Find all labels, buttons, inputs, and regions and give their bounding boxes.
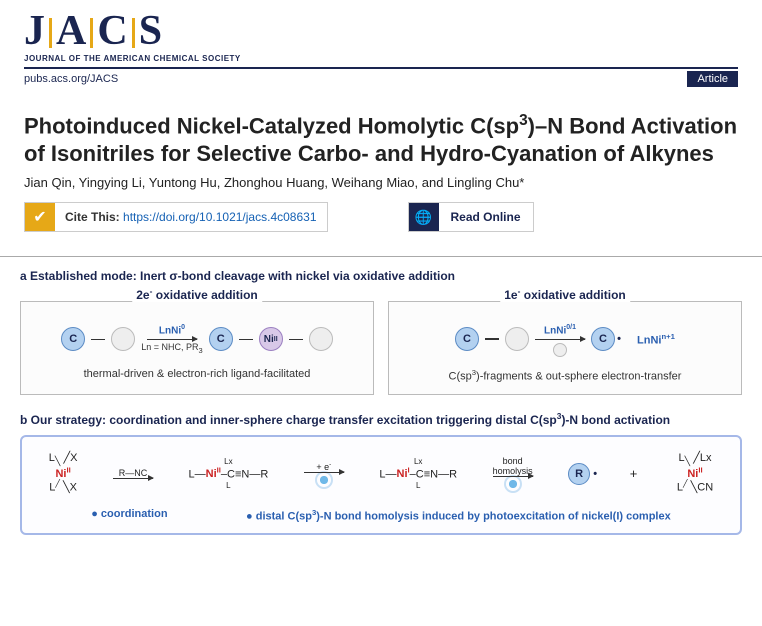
bond: [91, 339, 105, 341]
globe-icon: 🌐: [409, 203, 439, 231]
reaction-arrow: LnNi0 Ln = NHC, PR3: [141, 324, 202, 354]
scheme-2e: C LnNi0 Ln = NHC, PR3 C NiII: [31, 324, 363, 354]
content-divider: [0, 256, 762, 257]
caption-coordination: ● coordination: [91, 508, 167, 523]
panel-caption-right: C(sp3)-fragments & out-sphere electron-t…: [399, 368, 731, 383]
logo-bar: [132, 18, 135, 48]
leaving-fragment: [553, 343, 567, 357]
cite-this-box[interactable]: ✔ Cite This: https://doi.org/10.1021/jac…: [24, 202, 328, 232]
complex-ni-isonitrile: LxL—NiII–C≡N—RL: [189, 456, 269, 492]
section-a-label: a Established mode: Inert σ-bond cleavag…: [20, 269, 742, 283]
complex-ni-cn: L╲ ╱LxNiIIL╱ ╲CN: [677, 453, 713, 494]
logo-letter-a: A: [56, 10, 86, 52]
scheme-1e: C LnNi0/1 C• LnNin+1: [399, 324, 731, 353]
caption-homolysis: ● distal C(sp3)-N bond homolysis induced…: [246, 508, 671, 523]
logo-letter-s: S: [139, 10, 162, 52]
r-radical: R: [568, 463, 590, 485]
logo-letter-c: C: [97, 10, 127, 52]
reaction-arrow: LnNi0/1: [535, 324, 585, 353]
lightbulb-icon: [506, 477, 520, 491]
check-icon: ✔: [25, 203, 55, 231]
plus-sign: +: [626, 466, 642, 481]
logo-bar: [90, 18, 93, 48]
atom-x: [505, 327, 529, 351]
atom-ni: NiII: [259, 327, 283, 351]
logo-bar: [49, 18, 52, 48]
logo-letter-j: J: [24, 10, 45, 52]
arrow-top-label: LnNi0/1: [544, 324, 576, 336]
bond: [239, 339, 253, 341]
arrow-step3: bond homolysis: [493, 456, 533, 491]
cite-label: Cite This:: [65, 210, 123, 224]
panel-2e-oxidative: 2e- oxidative addition C LnNi0 Ln = NHC,…: [20, 301, 374, 395]
panel-title-2e: 2e- oxidative addition: [132, 286, 262, 302]
arrow-bot-label: Ln = NHC, PR3: [141, 342, 202, 355]
complex-ni1-isonitrile: LxL—NiI–C≡N—RL: [379, 456, 457, 492]
article-badge: Article: [687, 71, 738, 87]
journal-url[interactable]: pubs.acs.org/JACS: [24, 73, 118, 85]
panel-caption-left: thermal-driven & electron-rich ligand-fa…: [31, 368, 363, 380]
journal-header: J A C S JOURNAL OF THE AMERICAN CHEMICAL…: [0, 0, 762, 89]
read-online-box[interactable]: 🌐 Read Online: [408, 202, 534, 232]
paper-title: Photoinduced Nickel-Catalyzed Homolytic …: [24, 111, 738, 167]
complex-nix2: L╲ ╱XNiIIL╱ ╲X: [49, 453, 78, 494]
jacs-logo: J A C S: [24, 10, 738, 52]
atom-x: [111, 327, 135, 351]
author-list: Jian Qin, Yingying Li, Yuntong Hu, Zhong…: [24, 175, 738, 190]
arrow-top-label: LnNi0: [159, 324, 185, 336]
atom-c: C: [455, 327, 479, 351]
arrow-label-bot: homolysis: [493, 466, 533, 476]
arrow-step2: + e-: [304, 461, 344, 487]
panel-title-1e: 1e- oxidative addition: [500, 286, 630, 302]
read-online-label: Read Online: [439, 210, 533, 224]
arrow-step1: R—NC: [113, 468, 153, 479]
section-b-label: b Our strategy: coordination and inner-s…: [20, 411, 742, 427]
atom-c-radical: C•: [591, 327, 615, 351]
doi-link[interactable]: https://doi.org/10.1021/jacs.4c08631: [123, 210, 316, 224]
arrow-label-top: bond: [503, 456, 523, 466]
journal-name: JOURNAL OF THE AMERICAN CHEMICAL SOCIETY: [24, 54, 738, 63]
panel-1e-oxidative: 1e- oxidative addition C LnNi0/1 C• LnNi…: [388, 301, 742, 395]
arrow-label: + e-: [316, 461, 331, 472]
bond: [485, 338, 499, 340]
atom-x: [309, 327, 333, 351]
lightbulb-icon: [317, 473, 331, 487]
atom-c: C: [61, 327, 85, 351]
bond: [289, 339, 303, 341]
panel-our-strategy: L╲ ╱XNiIIL╱ ╲X R—NC LxL—NiII–C≡N—RL + e-…: [20, 435, 742, 534]
scheme-b: L╲ ╱XNiIIL╱ ╲X R—NC LxL—NiII–C≡N—RL + e-…: [32, 453, 730, 494]
atom-c: C: [209, 327, 233, 351]
arrow-label: R—NC: [119, 468, 148, 478]
species-lnni: LnNin+1: [637, 332, 675, 347]
